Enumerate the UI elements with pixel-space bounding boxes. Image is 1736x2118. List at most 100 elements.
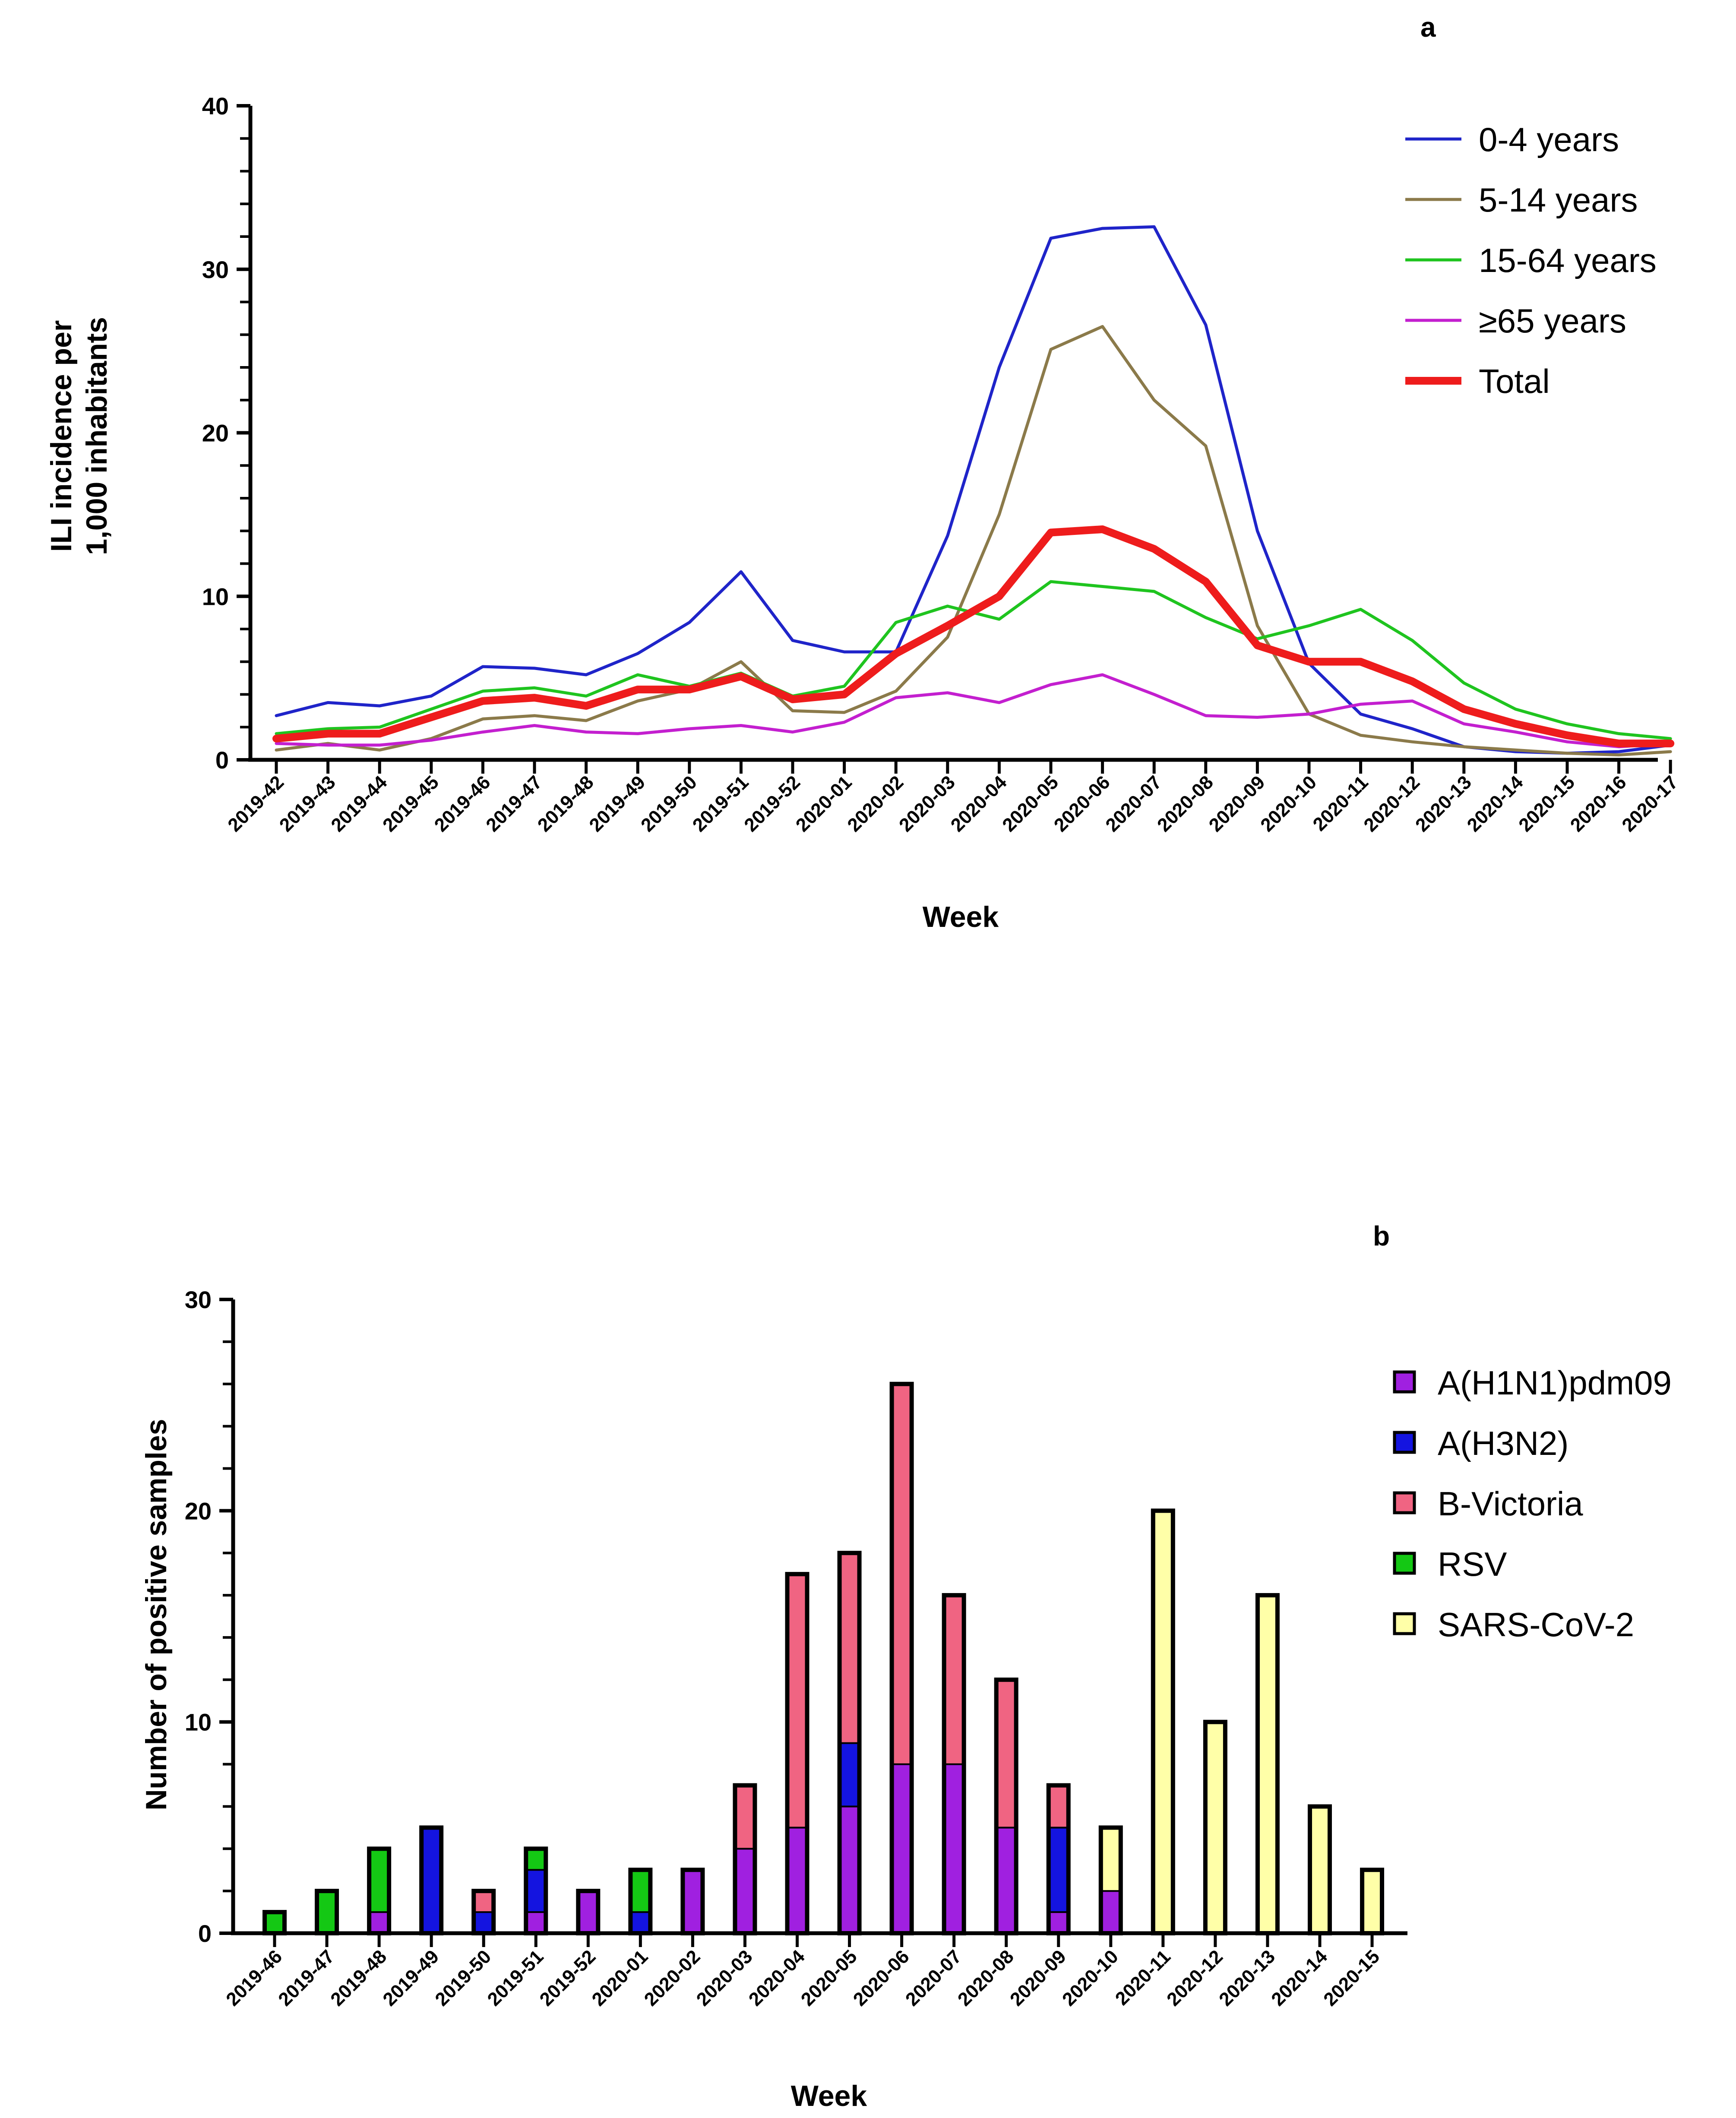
panel-b-x-tick-label: 2020-15 <box>1319 1946 1384 2010</box>
panel-a-y-axis-title-line-1: ILI incidence per <box>45 320 78 552</box>
panel-b-y-tick-label: 20 <box>185 1497 212 1524</box>
bar-segment-a-h3n2 <box>421 1827 443 1935</box>
panel-a-x-tick-label: 2020-04 <box>947 771 1011 836</box>
series-line-5-14-years <box>275 325 1672 757</box>
panel-a-x-tick-label: 2020-17 <box>1618 771 1682 836</box>
panel-b-x-tick-label: 2019-52 <box>536 1946 600 2010</box>
panel-a-y-tick-label: 10 <box>202 583 229 610</box>
panel-a-x-tick-label: 2019-45 <box>379 771 443 836</box>
panel-b-x-tick-label: 2019-48 <box>326 1946 391 2010</box>
panel-a-x-tick-label: 2020-02 <box>843 771 908 836</box>
bar-segment-a-h1n1-pdm09 <box>995 1827 1017 1935</box>
panel-b-x-tick-label: 2020-02 <box>640 1946 705 2010</box>
panel-a-y-tick-label: 40 <box>202 92 229 120</box>
bar-segment-b-victoria <box>838 1552 860 1744</box>
bar-segment-b-victoria <box>786 1573 808 1829</box>
series-line-0-4-years <box>275 225 1672 755</box>
panel-a-x-tick-label: 2020-11 <box>1309 771 1372 835</box>
panel-a-line-chart: a 0 10 20 30 40 2019-422019-432019-442019-45… <box>45 12 1682 933</box>
bar-segment-b-victoria <box>473 1890 495 1913</box>
panel-b-x-axis-title: Week <box>791 2080 867 2112</box>
panel-a-y-axis-title: ILI incidence per 1,000 inhabitants <box>45 317 113 555</box>
bar-segment-b-victoria <box>891 1383 913 1765</box>
bar-segment-rsv <box>629 1869 651 1913</box>
panel-a-letter: a <box>1420 12 1436 43</box>
panel-a-x-tick-label: 2020-03 <box>895 771 959 836</box>
bar-segment-b-victoria <box>1047 1784 1069 1829</box>
bar-segment-a-h1n1-pdm09 <box>891 1763 913 1935</box>
panel-a-x-tick-label: 2019-48 <box>534 771 598 836</box>
legend-label-a-h1n1-pdm09: A(H1N1)pdm09 <box>1438 1364 1672 1402</box>
panel-b-x-tick-label: 2019-46 <box>222 1946 286 2010</box>
panel-b-x-tick-label: 2019-50 <box>431 1946 495 2010</box>
panel-a-x-tick-label: 2019-47 <box>482 771 546 836</box>
bar-segment-a-h1n1-pdm09 <box>577 1890 599 1934</box>
bar-segment-sars-cov-2 <box>1204 1721 1226 1935</box>
panel-a-x-tick-label: 2020-07 <box>1101 771 1166 836</box>
bar-segment-sars-cov-2 <box>1100 1827 1122 1892</box>
panel-b-x-tick-label: 2020-08 <box>954 1946 1018 2010</box>
panel-a-x-tick-label: 2020-14 <box>1463 771 1527 836</box>
bar-segment-a-h1n1-pdm09 <box>734 1848 756 1934</box>
panel-a-x-tick-label: 2020-09 <box>1205 771 1269 836</box>
panel-a-x-tick-label: 2019-52 <box>740 771 804 836</box>
bar-segment-a-h1n1-pdm09 <box>1047 1911 1069 1935</box>
panel-b-x-tick-label: 2020-01 <box>588 1946 652 2010</box>
panel-b-x-tick-label: 2020-07 <box>901 1946 966 2010</box>
panel-a-x-tick-label: 2019-42 <box>224 771 288 836</box>
series-line-15-64-years <box>275 580 1672 740</box>
legend-label-b-victoria: B-Victoria <box>1438 1485 1583 1523</box>
panel-b-y-tick-label: 0 <box>198 1920 212 1947</box>
panel-a-x-tick-label: 2019-44 <box>327 771 391 836</box>
series-line-ge65-years <box>275 673 1672 749</box>
panel-a-x-tick-label: 2020-08 <box>1153 771 1217 836</box>
bar-segment-rsv <box>264 1911 285 1935</box>
panel-b-x-tick-label: 2020-06 <box>849 1946 914 2010</box>
legend-label-5-14-years: 5-14 years <box>1479 181 1638 219</box>
panel-a-x-tick-label: 2020-10 <box>1256 771 1321 836</box>
panel-b-x-tick-label: 2019-49 <box>379 1946 443 2010</box>
bar-segment-rsv <box>368 1848 390 1913</box>
bar-segment-a-h3n2 <box>1047 1827 1069 1913</box>
legend-label-ge65-years: ≥65 years <box>1479 302 1626 340</box>
panel-a-y-tick-label: 20 <box>202 420 229 447</box>
panel-b-x-tick-label: 2020-09 <box>1006 1946 1070 2010</box>
panel-a-x-tick-label: 2019-49 <box>585 771 649 836</box>
panel-a-x-tick-label: 2019-51 <box>689 771 753 836</box>
bar-segment-a-h3n2 <box>473 1911 495 1935</box>
series-line-total <box>272 525 1675 748</box>
panel-b-y-tick-label: 30 <box>185 1286 212 1313</box>
panel-a-x-tick-label: 2020-05 <box>998 771 1062 836</box>
panel-b-x-tick-label: 2020-03 <box>693 1946 757 2010</box>
bar-segment-a-h1n1-pdm09 <box>1100 1890 1122 1934</box>
bar-segment-a-h1n1-pdm09 <box>786 1827 808 1935</box>
legend-swatch-a-h3n2 <box>1393 1431 1416 1454</box>
legend-swatch-sars-cov-2 <box>1393 1612 1416 1635</box>
panel-a-y-tick-label: 30 <box>202 256 229 283</box>
panel-a-x-tick-label: 2020-15 <box>1515 771 1579 836</box>
panel-a-x-tick-label: 2020-13 <box>1411 771 1476 836</box>
bar-segment-b-victoria <box>943 1594 965 1765</box>
bar-segment-a-h3n2 <box>629 1911 651 1935</box>
bar-segment-sars-cov-2 <box>1361 1869 1383 1935</box>
panel-a-y-axis-title-line-2: 1,000 inhabitants <box>80 317 113 555</box>
legend-label-0-4-years: 0-4 years <box>1479 120 1619 158</box>
bar-segment-sars-cov-2 <box>1309 1805 1331 1934</box>
panel-b-x-tick-label: 2020-04 <box>745 1946 809 2010</box>
panel-b-x-tick-label: 2019-51 <box>483 1946 547 2010</box>
panel-b-letter: b <box>1373 1220 1390 1252</box>
legend-swatch-rsv <box>1393 1552 1416 1575</box>
legend-label-sars-cov-2: SARS-CoV-2 <box>1438 1606 1634 1644</box>
legend-label-rsv: RSV <box>1438 1545 1507 1583</box>
panel-b-x-tick-label: 2020-14 <box>1267 1946 1331 2010</box>
bar-segment-a-h1n1-pdm09 <box>682 1869 704 1935</box>
panel-a-y-tick-label: 0 <box>215 746 229 774</box>
bar-segment-a-h1n1-pdm09 <box>838 1805 860 1934</box>
panel-b-x-tick-label: 2020-11 <box>1111 1946 1175 2009</box>
bar-segment-a-h3n2 <box>838 1742 860 1808</box>
panel-b-y-tick-label: 10 <box>185 1709 212 1736</box>
bar-segment-sars-cov-2 <box>1256 1594 1278 1934</box>
panel-b-x-tick-label: 2019-47 <box>274 1946 338 2010</box>
panel-a-x-tick-label: 2020-06 <box>1050 771 1114 836</box>
